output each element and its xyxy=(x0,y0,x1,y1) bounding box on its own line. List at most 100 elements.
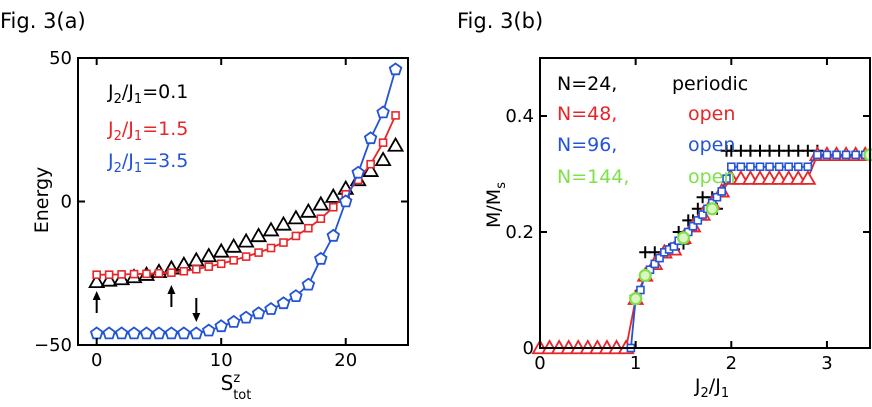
b-series-2-point xyxy=(712,192,722,202)
panel-b-title: Fig. 3(b) xyxy=(457,9,543,33)
a-series-2-point xyxy=(264,301,278,315)
panel-b-xlabel: J2/J1 xyxy=(694,375,729,401)
a-series-1-point xyxy=(366,159,375,169)
a-series-1-point xyxy=(117,270,126,279)
a-series-2-point xyxy=(189,326,204,340)
a-series-0-point xyxy=(212,242,230,258)
b-series-2-point xyxy=(851,150,860,160)
a-xtick-label: 10 xyxy=(210,350,233,371)
b-series-2-point xyxy=(727,162,736,172)
b-series-2-point xyxy=(736,162,746,172)
panel-a-xlabel-main: S xyxy=(221,371,234,395)
a-series-2-point xyxy=(164,326,179,340)
b-series-3-point xyxy=(629,292,643,306)
arrow-down-icon xyxy=(192,298,201,322)
a-series-2-point xyxy=(388,62,403,76)
a-series-2-point xyxy=(152,326,166,340)
a-series-2-point xyxy=(251,306,266,320)
a-xtick-label: 0 xyxy=(91,350,102,371)
a-series-1-point xyxy=(266,243,276,253)
a-series-0-point xyxy=(274,215,293,231)
a-series-0-point xyxy=(386,136,405,152)
a-series-2-point xyxy=(314,251,328,265)
panel-a-energy-chart: Fig. 3(a) Energy Sz tot 0 10 20 −50 0 50 J2/J1… xyxy=(0,9,409,403)
a-series-1-point xyxy=(391,111,400,120)
b-series-2-point xyxy=(650,259,660,269)
a-series-0-point xyxy=(312,195,330,211)
a-series-1-point xyxy=(279,238,288,247)
panel-a-legend: J2/J1=0.1 J2/J1=1.5 J2/J1=3.5 xyxy=(107,81,188,176)
a-series-0-point xyxy=(262,221,280,237)
b-series-2-point xyxy=(774,162,784,172)
a-series-2-point xyxy=(139,326,154,340)
a-series-2-point xyxy=(177,326,191,340)
b-legend-type-0: periodic xyxy=(672,73,748,95)
b-ytick-label: 0.4 xyxy=(505,106,534,127)
a-series-0-point xyxy=(187,251,205,267)
panel-b-xlabel-sub2: 1 xyxy=(721,386,729,401)
a-series-2-point xyxy=(363,131,378,145)
a-series-2-point xyxy=(127,326,141,340)
a-series-1-point xyxy=(316,214,326,224)
b-series-2-point xyxy=(669,242,679,251)
a-series-0-point xyxy=(299,202,317,218)
b-legend-type-3: open xyxy=(688,166,735,188)
a-series-1-point xyxy=(92,270,101,279)
a-series-0-point xyxy=(374,151,392,167)
b-plot-frame xyxy=(539,57,871,349)
a-series-1-point xyxy=(304,223,313,233)
arrow-up-icon xyxy=(167,285,176,307)
b-series-2-point xyxy=(693,216,703,225)
a-series-2-point xyxy=(201,323,216,337)
b-series-2-point xyxy=(636,285,645,295)
panel-b-xlabel-main: J xyxy=(694,375,701,397)
panel-a-ylabel: Energy xyxy=(31,167,53,234)
a-series-1-point xyxy=(291,231,301,241)
a-series-1-point xyxy=(254,248,263,257)
a-legend-entry-1: J2/J1=1.5 xyxy=(107,118,188,144)
a-ytick-label: −50 xyxy=(34,335,72,356)
b-series-1-point xyxy=(799,169,817,185)
b-series-2-point xyxy=(698,210,707,219)
panel-b-ylabel: M/Ms xyxy=(483,182,509,228)
a-series-1-point xyxy=(229,256,238,265)
a-series-0-point xyxy=(200,247,218,263)
b-series-2-point xyxy=(832,150,841,160)
a-series-1-point xyxy=(167,268,176,277)
a-series-1-point xyxy=(104,270,114,279)
a-series-1-point xyxy=(328,202,338,212)
panel-a-xlabel: Sz tot xyxy=(221,371,252,403)
b-series-3-point xyxy=(705,202,719,216)
a-series-2-point xyxy=(214,319,228,333)
b-xtick-label: 3 xyxy=(821,353,832,374)
arrow-up-icon xyxy=(92,291,101,313)
a-ytick-label: 0 xyxy=(61,192,72,213)
b-series-2-point xyxy=(765,162,774,172)
b-series-3-point xyxy=(638,268,652,283)
b-series-2-point xyxy=(746,162,755,172)
a-series-2-point xyxy=(102,326,116,340)
a-series-2-point xyxy=(114,326,129,340)
panel-a-title: Fig. 3(a) xyxy=(0,9,86,33)
a-series-0-point xyxy=(88,273,106,289)
b-legend-name-0: N=24, xyxy=(557,73,617,95)
b-series-2-point xyxy=(793,162,803,172)
panel-b-ylabel-sub: s xyxy=(494,182,509,189)
b-series-2-point xyxy=(784,162,793,172)
b-legend-name-2: N=96, xyxy=(557,134,617,156)
b-series-2-point xyxy=(755,162,765,172)
panel-b-legend: N=24, periodic N=48, open N=96, open N=144, ope… xyxy=(557,73,748,188)
a-series-1-point xyxy=(192,264,201,274)
a-series-2-point xyxy=(89,326,104,340)
a-series-1-point xyxy=(129,269,139,279)
b-series-2-point xyxy=(822,150,832,160)
a-series-1-point xyxy=(241,252,251,261)
b-series-2-point xyxy=(717,187,727,196)
b-series-3-point xyxy=(676,231,691,245)
b-series-2-point xyxy=(803,162,813,172)
a-series-0-point xyxy=(287,209,305,225)
b-legend-type-1: open xyxy=(688,103,735,125)
a-series-1-point xyxy=(154,268,164,278)
a-series-2-point xyxy=(276,296,291,310)
a-series-0-point xyxy=(324,187,342,203)
